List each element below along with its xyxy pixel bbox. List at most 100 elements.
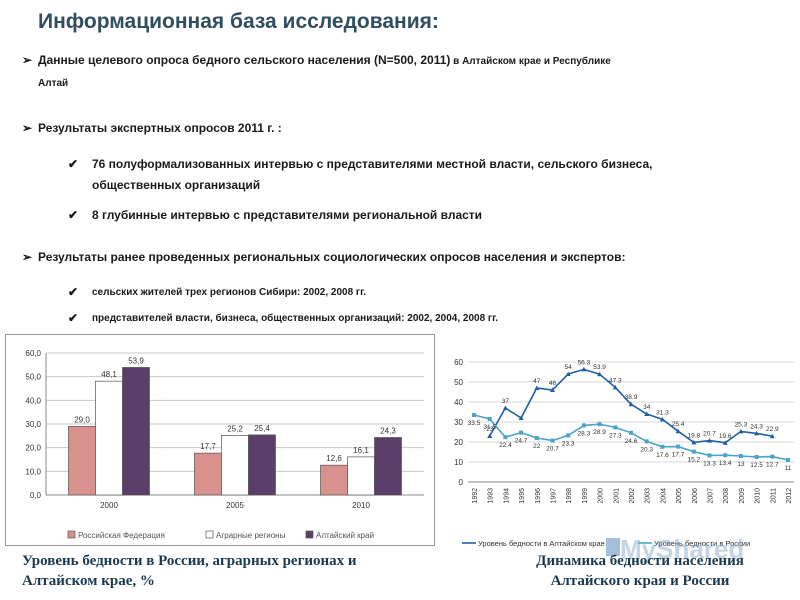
x-tick-label: 2005 (226, 501, 244, 510)
data-point (597, 422, 602, 427)
data-label: 23 (486, 426, 494, 433)
y-tick-label: 50,0 (25, 373, 41, 382)
sub-interviews-76: ✔ 76 полуформализованных интервью с пред… (68, 154, 772, 196)
y-tick-label: 0,0 (30, 491, 42, 500)
data-label: 28.9 (593, 429, 606, 436)
data-label: 20.7 (546, 446, 559, 453)
data-point (613, 425, 618, 430)
bar-chart-svg: 0,0 10,0 20,0 30,0 40,0 50,0 60,0 29,0 48,1 53,9 2… (25, 349, 424, 540)
data-point (691, 449, 696, 454)
bar-value-label: 29,0 (74, 415, 90, 424)
data-label: 24.7 (515, 438, 528, 445)
bar (320, 464, 348, 496)
data-label: 15.2 (687, 457, 700, 464)
data-point (581, 366, 587, 372)
x-tick-label: 2010 (352, 501, 370, 510)
x-tick-label: 2003 (645, 488, 652, 504)
data-point (487, 433, 493, 438)
legend-swatch (67, 530, 76, 539)
sub-rural-residents: ✔ сельских жителей трех регионов Сибири:… (68, 282, 366, 303)
bar (194, 452, 222, 496)
x-tick-label: 1992 (472, 488, 479, 504)
data-label: 13.4 (719, 460, 732, 467)
data-label: 22.9 (766, 426, 779, 433)
x-tick-label: 2001 (613, 488, 620, 504)
data-point (738, 428, 744, 434)
bar-value-label: 53,9 (128, 356, 144, 365)
watermark-logo-icon (606, 538, 620, 556)
check-icon: ✔ (68, 285, 79, 299)
data-point (738, 454, 743, 458)
y-tick-label: 10,0 (25, 467, 41, 476)
data-label: 13 (737, 461, 745, 468)
bar-value-label: 25,2 (227, 424, 243, 433)
data-point (770, 454, 775, 459)
data-label: 17.6 (656, 452, 669, 459)
x-tick-label: 2012 (786, 488, 793, 504)
data-point (612, 384, 618, 390)
bar-value-label: 12,6 (326, 454, 342, 463)
data-point (722, 440, 728, 445)
legend-label: Уровень бедности в России (654, 539, 750, 548)
x-tick-label: 2006 (692, 488, 699, 504)
x-tick-label: 2002 (629, 488, 636, 504)
data-label: 22.4 (499, 442, 512, 449)
bullet-regional-surveys: ➢ Результаты ранее проведенных региональ… (22, 247, 625, 268)
data-label: 25.4 (672, 421, 685, 428)
data-point (769, 433, 775, 439)
data-point (707, 453, 712, 458)
data-label: 56.3 (578, 359, 591, 366)
legend-swatch (305, 530, 314, 539)
arrow-bullet-icon: ➢ (22, 121, 33, 135)
bar-chart-poverty: 0,0 10,0 20,0 30,0 40,0 50,0 60,0 29,0 48,1 53,9 2… (5, 334, 435, 546)
x-tick-label: 1995 (519, 488, 526, 504)
y-tick-label: 10 (454, 458, 463, 467)
bar (122, 367, 150, 496)
data-label: 28.3 (578, 430, 591, 437)
caption-bar-chart: Уровень бедности в России, аграрных реги… (22, 553, 357, 589)
data-point (566, 433, 571, 438)
data-point (676, 444, 681, 449)
check-icon: ✔ (68, 208, 79, 222)
x-tick-label: 2010 (755, 488, 762, 504)
data-label: 19.6 (719, 433, 732, 440)
data-point (723, 453, 728, 458)
y-tick-label: 0 (459, 478, 464, 487)
bar-value-label: 48,1 (101, 370, 117, 379)
bar-value-label: 17,7 (200, 442, 216, 451)
data-label: 31.5 (483, 424, 496, 431)
data-label: 47 (533, 378, 541, 385)
data-label: 20.7 (703, 431, 716, 438)
x-tick-label: 1997 (551, 488, 558, 504)
data-point (472, 413, 476, 417)
data-label: 23.3 (562, 440, 575, 447)
y-tick-label: 20 (454, 438, 463, 447)
data-label: 53.9 (593, 364, 606, 371)
data-point (519, 430, 524, 435)
y-tick-label: 30 (454, 418, 463, 427)
data-point (534, 385, 540, 390)
x-tick-label: 2007 (708, 488, 715, 504)
data-label: 20.3 (640, 446, 653, 453)
bar (347, 456, 375, 496)
data-point (754, 430, 760, 436)
slide-title: Информационная база исследования: (38, 10, 439, 33)
data-label: 33.5 (468, 420, 481, 427)
data-point (550, 438, 555, 443)
y-tick-label: 60,0 (25, 349, 41, 358)
x-tick-label: 2011 (770, 488, 777, 503)
data-point (675, 428, 681, 434)
data-point (503, 435, 508, 440)
data-point (581, 423, 586, 428)
data-label: 13.3 (703, 460, 716, 467)
x-tick-label: 2008 (723, 488, 730, 504)
data-label: 46 (549, 380, 557, 387)
data-label: 27.3 (609, 432, 622, 439)
data-label: 37 (502, 398, 510, 405)
data-label: 54 (565, 364, 573, 371)
data-point (659, 416, 665, 422)
line-chart-poverty-dynamics: 0 10 20 30 40 50 60 1992 1993 1994 1995 1996 1997 199… (448, 350, 800, 548)
data-point (550, 387, 555, 392)
y-tick-label: 60 (454, 358, 463, 367)
bar (221, 435, 249, 496)
